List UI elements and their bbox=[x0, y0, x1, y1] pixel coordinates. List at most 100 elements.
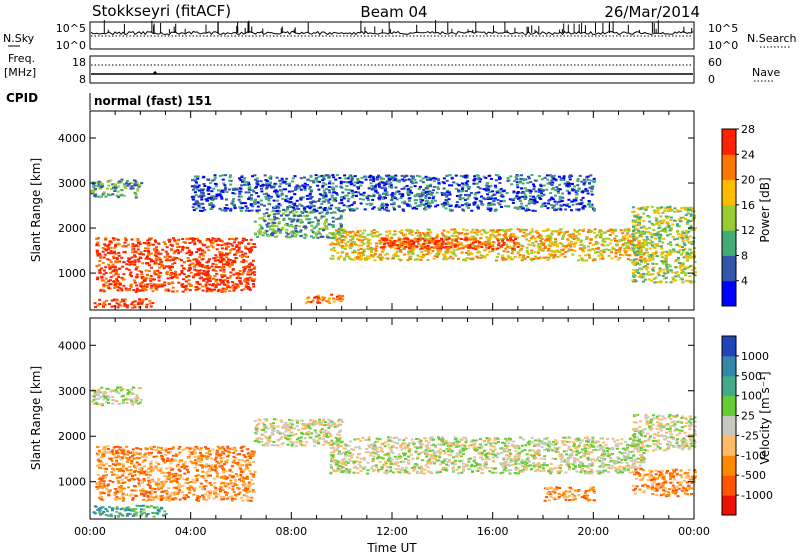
velocity-region-4 bbox=[253, 418, 345, 447]
power-colorbar-frame bbox=[721, 128, 737, 307]
velocity-y-ticks: 1000 2000 3000 4000 bbox=[58, 339, 694, 489]
velocity-colorbar-swatch bbox=[722, 475, 736, 496]
velocity-region-2 bbox=[91, 386, 143, 407]
power-colorbar-swatch bbox=[722, 280, 736, 307]
time-xlabel: Time UT bbox=[366, 541, 417, 554]
power-region-1 bbox=[93, 298, 155, 309]
velocity-colorbar-tick-label: 500 bbox=[741, 370, 762, 383]
time-xtick-label: 20:00 bbox=[577, 525, 609, 538]
time-xtick-label: 00:00 bbox=[74, 525, 106, 538]
power-colorbar bbox=[721, 128, 737, 307]
power-region-4 bbox=[379, 237, 521, 251]
velocity-ytick-label: 2000 bbox=[58, 430, 86, 443]
velocity-colorbar-tick-label: 100 bbox=[741, 390, 762, 403]
power-colorbar-swatch bbox=[722, 129, 736, 155]
time-xtick-label: 04:00 bbox=[175, 525, 207, 538]
velocity-region-1 bbox=[92, 504, 168, 518]
cpid-value: normal (fast) 151 bbox=[94, 94, 212, 108]
velocity-region-6 bbox=[543, 486, 597, 502]
power-colorbar-tick-label: 16 bbox=[741, 199, 755, 212]
nave-label: Nave bbox=[752, 66, 780, 79]
power-colorbar-tick-label: 4 bbox=[741, 275, 748, 288]
power-region-7 bbox=[631, 205, 697, 284]
power-ytick-label: 1000 bbox=[58, 267, 86, 280]
velocity-ytick-label: 4000 bbox=[58, 339, 86, 352]
velocity-colorbar-tick-label: -100 bbox=[741, 449, 766, 462]
power-panel: 1000 2000 3000 4000 Slant Range [km] 4 8 12 16… bbox=[29, 110, 772, 311]
velocity-colorbar-swatch bbox=[722, 495, 736, 516]
power-region-2 bbox=[90, 178, 144, 199]
velocity-x-ticks: 00:00 04:00 08:00 12:00 16:00 20:00 00:00 bbox=[74, 318, 710, 538]
noise-left-tick-top: 10^5 bbox=[56, 22, 86, 35]
nsky-label: N.Sky bbox=[3, 32, 35, 45]
power-colorbar-tick-label: 12 bbox=[741, 224, 755, 237]
power-colorbar-ticks: 4 8 12 16 20 24 28 bbox=[736, 123, 755, 288]
power-region-8 bbox=[190, 174, 597, 212]
power-colorbar-swatch bbox=[722, 154, 736, 181]
velocity-colorbar-tick-label: -25 bbox=[741, 429, 759, 442]
noise-right-tick-top: 10^5 bbox=[708, 22, 738, 35]
power-colorbar-tick-label: 24 bbox=[741, 148, 755, 161]
nsearch-label: N.Search bbox=[747, 32, 797, 45]
cpid-label: CPID bbox=[6, 91, 38, 105]
freq-label: Freq. bbox=[8, 52, 35, 65]
velocity-colorbar-frame bbox=[721, 335, 737, 516]
station-title: Stokkseyri (fitACF) bbox=[92, 2, 231, 20]
velocity-colorbar-label: Velocity [m s⁻¹] bbox=[758, 371, 772, 464]
velocity-colorbar-tick-label: 25 bbox=[741, 410, 755, 423]
power-ytick-label: 4000 bbox=[58, 132, 86, 145]
power-x-minor-ticks bbox=[89, 111, 695, 310]
noise-panel: N.Sky 10^5 10^0 10^5 10^0 N.Search bbox=[3, 20, 797, 52]
velocity-colorbar-swatch bbox=[722, 435, 736, 456]
power-ylabel: Slant Range [km] bbox=[29, 158, 43, 262]
time-xtick-label: 12:00 bbox=[376, 525, 408, 538]
velocity-region-3 bbox=[329, 436, 646, 475]
velocity-region-5 bbox=[631, 468, 697, 498]
freq-right-tick-bottom: 0 bbox=[708, 73, 715, 86]
velocity-ytick-label: 1000 bbox=[58, 476, 86, 489]
power-colorbar-swatch bbox=[722, 230, 736, 256]
velocity-scatter bbox=[91, 386, 697, 518]
freq-outlier bbox=[153, 71, 157, 75]
freq-unit-label: [MHz] bbox=[4, 66, 36, 79]
velocity-panel: 1000 2000 3000 4000 00:00 04:00 08:00 12:00 16:… bbox=[29, 317, 773, 554]
power-ytick-label: 2000 bbox=[58, 222, 86, 235]
beam-title: Beam 04 bbox=[360, 3, 427, 21]
noise-left-tick-bottom: 10^0 bbox=[56, 39, 86, 52]
freq-right-tick-top: 60 bbox=[708, 56, 722, 69]
velocity-colorbar-tick-label: 1000 bbox=[741, 350, 769, 363]
noise-right-tick-bottom: 10^0 bbox=[708, 39, 738, 52]
velocity-region-0 bbox=[95, 445, 257, 502]
power-colorbar-tick-label: 8 bbox=[741, 249, 748, 262]
velocity-ytick-label: 3000 bbox=[58, 385, 86, 398]
velocity-colorbar-swatch bbox=[722, 355, 736, 377]
power-colorbar-swatch bbox=[722, 255, 736, 282]
velocity-colorbar-swatch bbox=[722, 375, 736, 397]
freq-left-tick-bottom: 8 bbox=[79, 73, 86, 86]
noise-spikes bbox=[91, 20, 693, 37]
power-colorbar-tick-label: 28 bbox=[741, 123, 755, 136]
noise-trace bbox=[90, 30, 694, 36]
velocity-colorbar-ticks: 1000 500 100 25 -25 -100 -500 -1000 bbox=[736, 350, 773, 502]
power-y-ticks: 1000 2000 3000 4000 bbox=[58, 132, 694, 280]
power-colorbar-swatch bbox=[722, 204, 736, 231]
date-title: 26/Mar/2014 bbox=[604, 3, 700, 21]
time-xtick-label: 00:00 bbox=[678, 525, 710, 538]
power-scatter bbox=[90, 174, 697, 309]
velocity-colorbar-swatch bbox=[722, 336, 736, 357]
power-colorbar-swatch bbox=[722, 179, 736, 206]
power-colorbar-label: Power [dB] bbox=[758, 177, 772, 242]
power-region-0 bbox=[95, 237, 257, 293]
velocity-colorbar-swatch bbox=[722, 455, 736, 476]
velocity-colorbar-swatch bbox=[722, 395, 736, 417]
time-xtick-label: 08:00 bbox=[275, 525, 307, 538]
velocity-ylabel: Slant Range [km] bbox=[29, 366, 43, 470]
power-region-3 bbox=[329, 228, 647, 262]
freq-panel: Freq. [MHz] 18 8 60 0 Nave bbox=[4, 52, 780, 86]
freq-left-tick-top: 18 bbox=[72, 56, 86, 69]
velocity-colorbar-swatch bbox=[722, 415, 736, 436]
power-colorbar-tick-label: 20 bbox=[741, 174, 755, 187]
power-region-6 bbox=[304, 293, 344, 305]
velocity-colorbar-tick-label: -1000 bbox=[741, 489, 773, 502]
